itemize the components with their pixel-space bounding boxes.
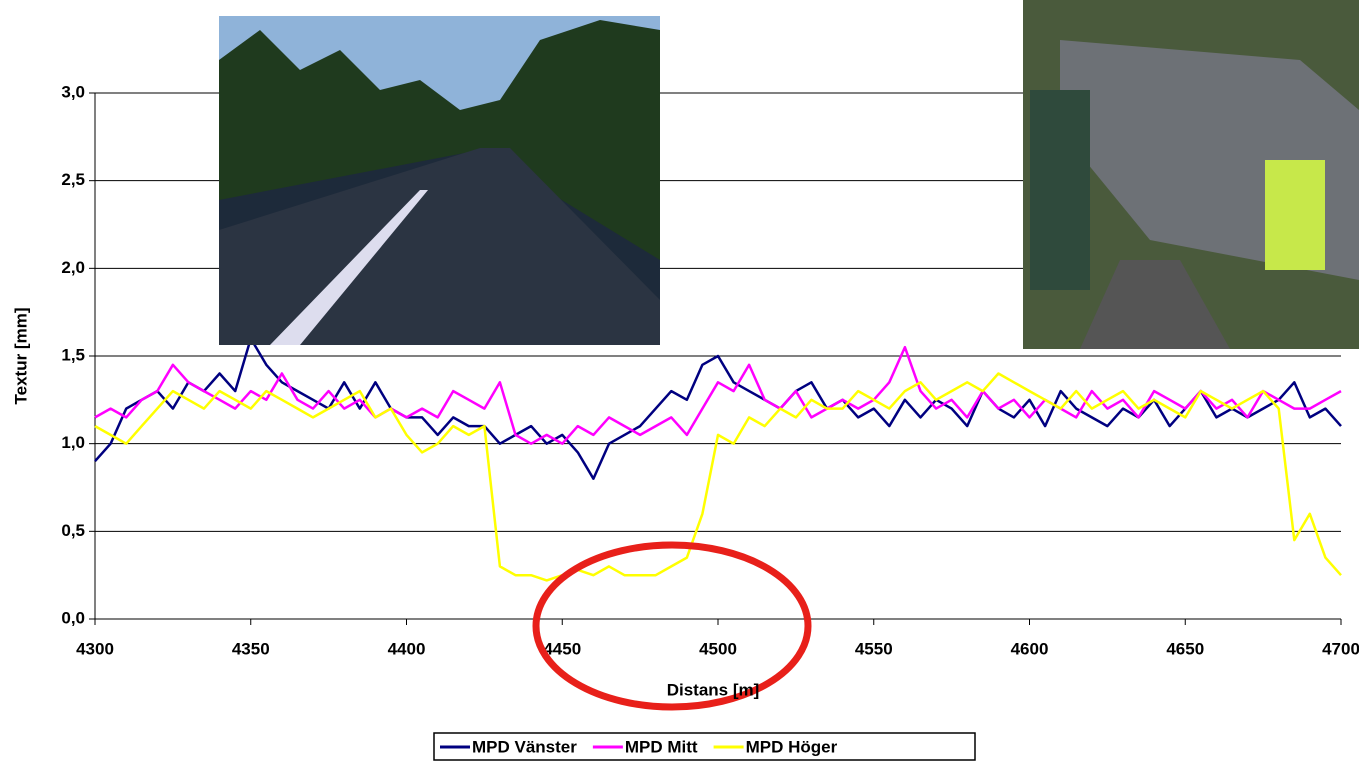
x-axis-title: Distans [m] (667, 680, 760, 699)
y-tick-label: 3,0 (61, 82, 85, 101)
x-tick-label: 4300 (76, 639, 114, 658)
y-tick-label: 2,0 (61, 258, 85, 277)
x-tick-label: 4600 (1011, 639, 1049, 658)
x-tick-label: 4700 (1322, 639, 1359, 658)
y-tick-label: 2,5 (61, 170, 85, 189)
series-line (95, 347, 1341, 444)
legend: MPD Vänster MPD Mitt MPD Höger (434, 733, 975, 760)
y-tick-label: 0,0 (61, 608, 85, 627)
chart: 0,00,51,01,52,02,53,04300435044004450450… (0, 0, 1359, 764)
legend-label: MPD Vänster (472, 737, 577, 756)
x-tick-label: 4500 (699, 639, 737, 658)
road-photo (219, 16, 660, 345)
legend-label: MPD Mitt (625, 737, 698, 756)
x-tick-label: 4550 (855, 639, 893, 658)
x-tick-label: 4650 (1166, 639, 1204, 658)
x-tick-label: 4350 (232, 639, 270, 658)
y-tick-label: 0,5 (61, 521, 85, 540)
y-axis-title: Textur [mm] (11, 308, 30, 405)
page: {"chart_data": {"type": "line", "x_label… (0, 0, 1359, 764)
y-tick-label: 1,0 (61, 433, 85, 452)
series-line (95, 339, 1341, 479)
y-tick-label: 1,5 (61, 345, 85, 364)
truck-photo (1023, 0, 1359, 349)
x-tick-label: 4400 (388, 639, 426, 658)
legend-label: MPD Höger (746, 737, 838, 756)
